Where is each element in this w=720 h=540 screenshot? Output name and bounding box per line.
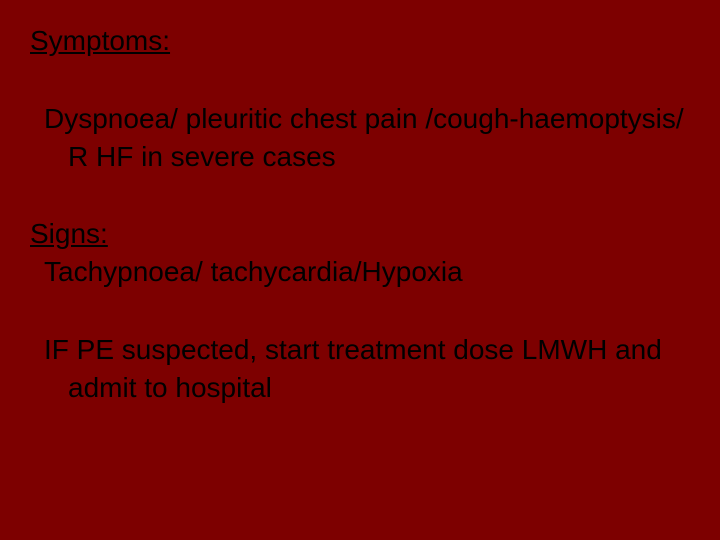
signs-heading: Signs: — [30, 215, 690, 253]
symptoms-body: Dyspnoea/ pleuritic chest pain /cough-ha… — [30, 100, 690, 176]
action-body: IF PE suspected, start treatment dose LM… — [30, 331, 690, 407]
signs-body: Tachypnoea/ tachycardia/Hypoxia — [30, 253, 690, 291]
symptoms-heading: Symptoms: — [30, 22, 690, 60]
